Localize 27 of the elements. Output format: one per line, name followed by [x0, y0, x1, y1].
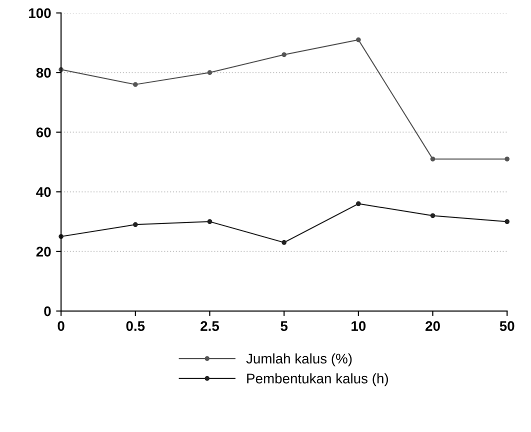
y-tick-label: 0 — [44, 306, 51, 316]
point — [504, 156, 510, 162]
x-tick-label: 5 — [280, 321, 288, 331]
x-tick-label: 50 — [500, 321, 514, 331]
point — [430, 213, 436, 218]
x-tick-label: 20 — [426, 321, 440, 331]
x-tick-label: 0 — [58, 321, 64, 331]
point — [207, 70, 212, 76]
point — [356, 37, 361, 42]
legend-label: Jumlah kalus (%) — [246, 353, 352, 366]
y-tick-label: 80 — [36, 68, 51, 78]
x-tick-label: 10 — [352, 321, 366, 331]
legend-label: Pembentukan kalus (h) — [247, 373, 388, 386]
point — [132, 82, 138, 87]
point — [282, 240, 287, 245]
x-tick-label: 0.5 — [126, 321, 145, 331]
point — [132, 222, 138, 228]
y-tick-label: 20 — [36, 246, 51, 257]
y-tick-label: 100 — [29, 8, 51, 18]
point — [430, 156, 436, 162]
y-tick-label: 40 — [36, 187, 51, 197]
x-tick-label: 2.5 — [200, 321, 220, 331]
point — [207, 219, 212, 224]
point — [504, 219, 510, 224]
point — [282, 52, 287, 58]
y-tick-label: 60 — [36, 128, 51, 138]
point — [356, 201, 361, 206]
